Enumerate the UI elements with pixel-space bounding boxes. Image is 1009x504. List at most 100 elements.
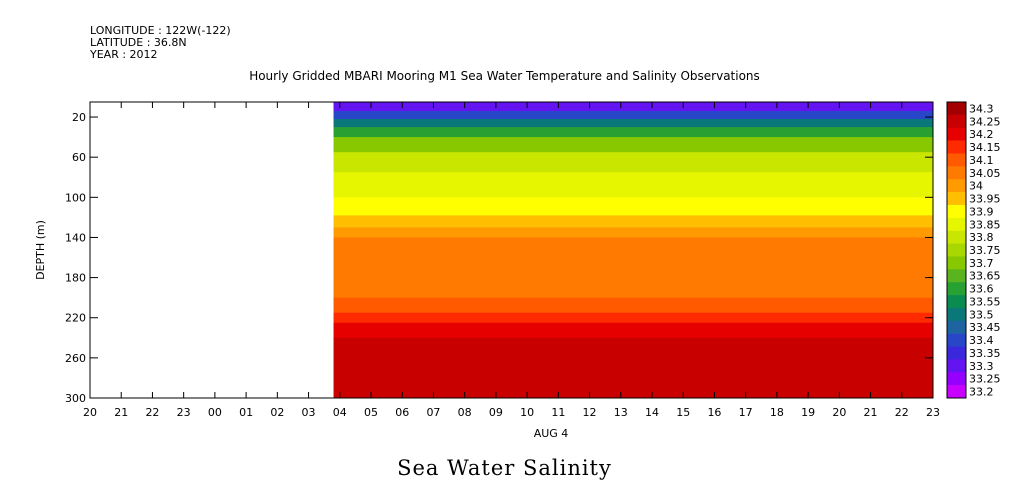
x-axis: 20 21 22 23 00 01 02 03 04 05 06 07 08 09 10 11 12 13 14 15… [83,102,940,419]
salinity-band [333,322,933,339]
colorbar-label: 33.25 [969,373,1001,386]
y-axis-label: DEPTH (m) [34,220,47,280]
year-label: YEAR : 2012 [90,48,158,61]
colorbar-label: 33.5 [969,308,994,321]
colorbar-label: 33.55 [969,295,1001,308]
colorbar-swatch [947,307,966,322]
y-axis: 20 60 100 140 180 220 260 300 [65,111,933,405]
colorbar-swatch [947,295,966,309]
x-tick-label: 02 [270,406,284,419]
salinity-bands [333,102,933,399]
x-tick-label: 09 [489,406,503,419]
colorbar-swatch [947,269,966,283]
colorbar-swatch [947,204,966,219]
colorbar-label: 33.3 [969,360,994,373]
colorbar-label: 34.1 [969,154,994,167]
colorbar-swatch [947,179,966,193]
x-tick-label: 06 [395,406,409,419]
salinity-band [333,172,933,198]
colorbar-label: 33.2 [969,386,994,399]
x-tick-label: 07 [426,406,440,419]
y-tick-label: 100 [65,191,86,204]
salinity-band [333,137,933,153]
colorbar-label: 33.75 [969,244,1001,257]
y-tick-label: 300 [65,392,86,405]
x-tick-label: 20 [83,406,97,419]
colorbar-swatch [947,346,966,360]
colorbar-label: 33.65 [969,270,1001,283]
colorbar-swatch [947,359,966,373]
colorbar-swatch [947,256,966,270]
x-tick-label: 04 [333,406,347,419]
colorbar-swatch [947,127,966,141]
colorbar-swatch [947,102,966,116]
x-tick-label: 21 [864,406,878,419]
y-tick-label: 260 [65,352,86,365]
y-tick-label: 220 [65,312,86,325]
y-tick-label: 180 [65,272,86,285]
x-tick-label: 16 [707,406,721,419]
colorbar-swatch [947,217,966,231]
colorbar-swatch [947,282,966,296]
x-tick-label: 20 [832,406,846,419]
salinity-band [333,227,933,238]
colorbar-swatch [947,333,966,347]
salinity-band [333,237,933,299]
colorbar-label: 33.8 [969,231,994,244]
x-tick-label: 03 [302,406,316,419]
colorbar-label: 33.4 [969,334,994,347]
salinity-band [333,197,933,216]
colorbar-swatch [947,166,966,180]
x-tick-label: 17 [739,406,753,419]
colorbar-label: 33.35 [969,347,1001,360]
colorbar-label: 34.25 [969,115,1001,128]
colorbar-label: 34.05 [969,167,1001,180]
colorbar-swatch [947,140,966,154]
x-tick-label: 10 [520,406,534,419]
colorbar-label: 33.45 [969,321,1001,334]
x-tick-label: 14 [645,406,659,419]
colorbar: 34.334.2534.234.1534.134.053433.9533.933… [946,101,1001,399]
y-tick-label: 60 [72,151,86,164]
x-axis-label: AUG 4 [534,427,569,440]
colorbar-label: 33.6 [969,283,994,296]
x-tick-label: 21 [114,406,128,419]
x-tick-label: 11 [551,406,565,419]
y-tick-label: 140 [65,231,86,244]
plot-frame [89,101,934,399]
colorbar-swatch [947,243,966,257]
colorbar-frame [946,101,967,399]
colorbar-label: 33.9 [969,205,994,218]
colorbar-label: 34.15 [969,141,1001,154]
x-tick-label: 12 [583,406,597,419]
colorbar-label: 34.2 [969,128,994,141]
colorbar-label: 34.3 [969,102,994,115]
salinity-band [333,215,933,228]
x-tick-label: 13 [614,406,628,419]
colorbar-label: 33.7 [969,257,994,270]
x-tick-label: 19 [801,406,815,419]
latitude-label: LATITUDE : 36.8N [90,36,187,49]
x-tick-label: 23 [926,406,940,419]
x-tick-label: 22 [145,406,159,419]
x-tick-label: 22 [895,406,909,419]
colorbar-swatch [947,372,966,386]
colorbar-label: 33.95 [969,193,1001,206]
colorbar-swatch [947,114,966,129]
x-tick-label: 00 [208,406,222,419]
salinity-band [333,337,933,399]
x-tick-label: 23 [177,406,191,419]
colorbar-label: 33.85 [969,218,1001,231]
longitude-label: LONGITUDE : 122W(-122) [90,24,231,37]
x-tick-label: 01 [239,406,253,419]
colorbar-swatch [947,320,966,334]
salinity-band [333,152,933,173]
variable-title: Sea Water Salinity [397,456,612,480]
colorbar-label: 34 [969,180,983,193]
salinity-band [333,297,933,314]
colorbar-swatch [947,192,966,206]
salinity-band [333,127,933,138]
colorbar-swatch [947,230,966,244]
colorbar-swatch [947,385,966,399]
